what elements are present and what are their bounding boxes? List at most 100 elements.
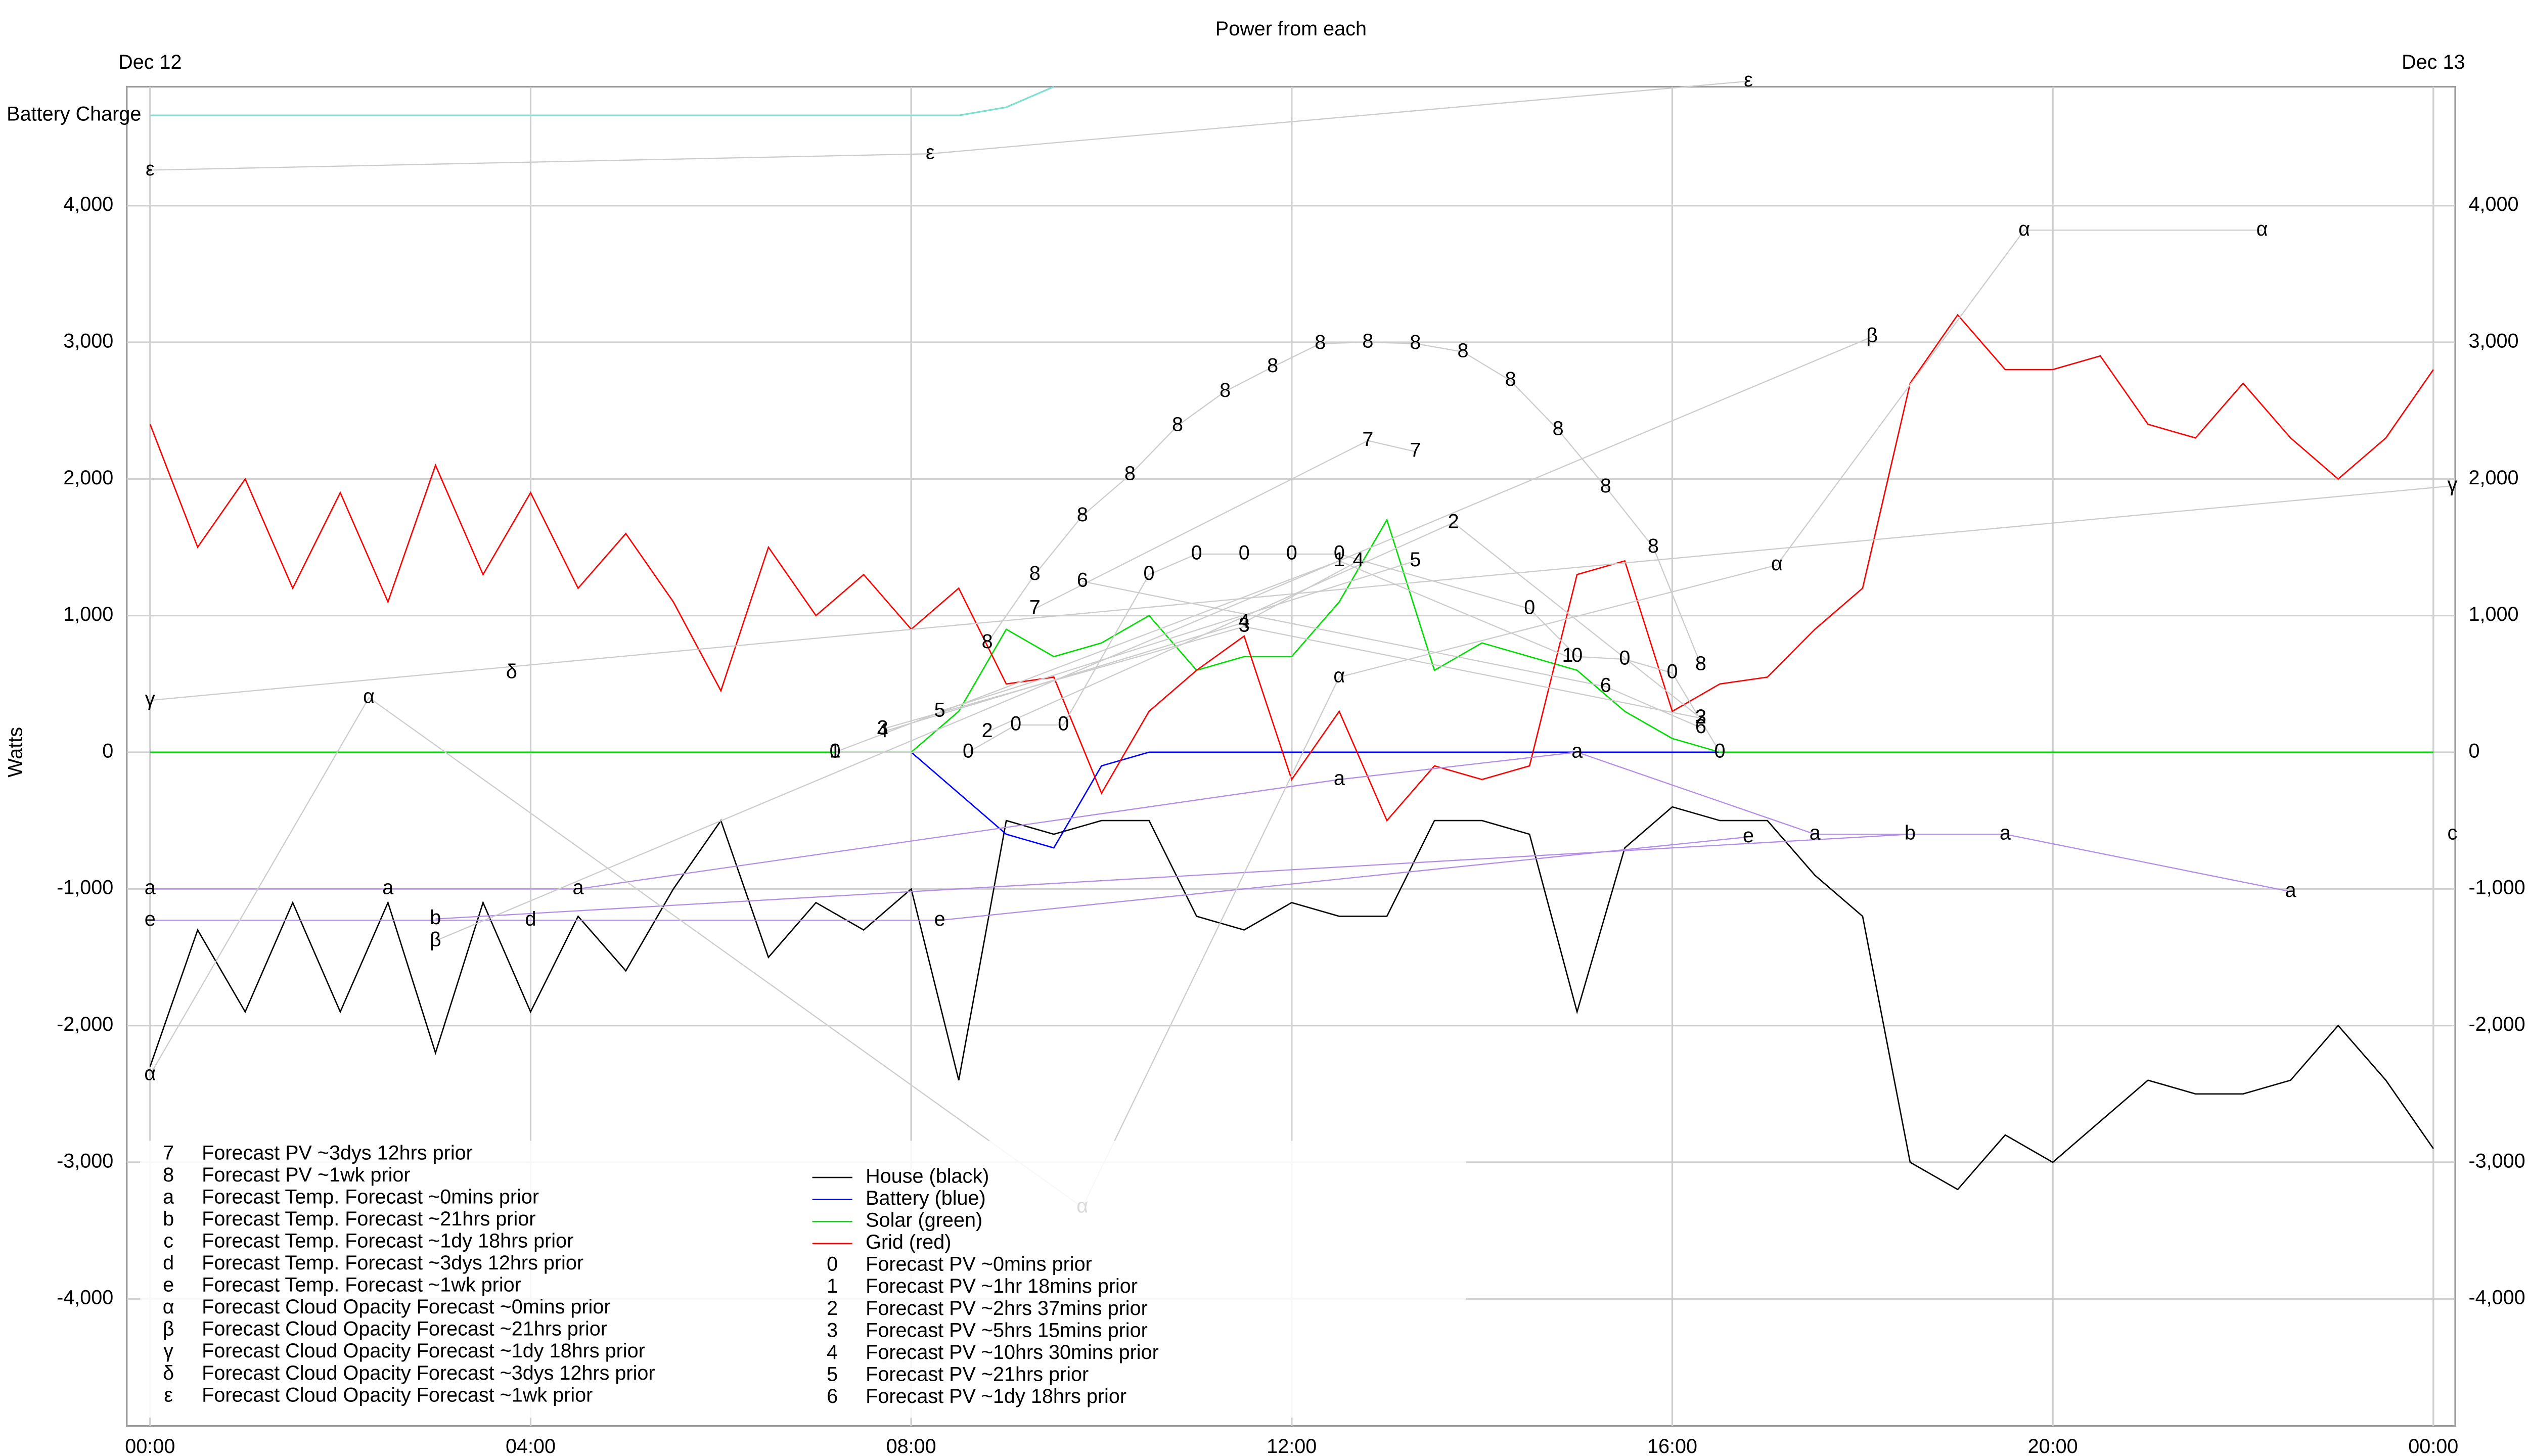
forecast-marker: 1 (1334, 549, 1345, 571)
y-tick-label: -4,000 (57, 1287, 113, 1309)
forecast-marker: 4 (877, 719, 888, 742)
legend-marker: 3 (827, 1319, 838, 1341)
y-tick-label: -1,000 (57, 877, 113, 899)
forecast-marker: a (573, 877, 584, 899)
forecast-marker: 0 (1334, 541, 1345, 564)
forecast-marker: 0 (1666, 661, 1678, 683)
forecast-marker: 2 (982, 719, 993, 742)
legend-label: Forecast PV ~1wk prior (202, 1164, 410, 1186)
forecast-marker: 0 (1571, 644, 1583, 666)
forecast-marker: 1 (1562, 644, 1573, 666)
forecast-marker: 8 (1410, 331, 1421, 353)
forecast-marker: a (1334, 767, 1345, 789)
forecast-marker: 8 (1553, 417, 1564, 439)
forecast-marker: 8 (1648, 535, 1659, 557)
forecast-marker: 8 (1124, 463, 1136, 485)
legend-label: Forecast Cloud Opacity Forecast ~1dy 18h… (202, 1340, 645, 1362)
y-tick-label: 4,000 (63, 193, 113, 215)
battery-charge-label: Battery Charge (7, 103, 141, 125)
forecast-marker: 7 (1410, 439, 1421, 462)
forecast-marker: a (145, 877, 156, 899)
forecast-marker: 5 (1410, 549, 1421, 571)
forecast-marker: β (1866, 325, 1878, 347)
forecast-line (835, 553, 1721, 753)
forecast-marker: 0 (963, 740, 974, 762)
y2-tick-label: -2,000 (2468, 1013, 2525, 1035)
x-tick-label: 12:00 (1267, 1435, 1317, 1456)
forecast-marker: 0 (1714, 740, 1726, 762)
legend-marker: α (163, 1296, 174, 1318)
legend-marker: e (163, 1274, 174, 1296)
legend-marker: 8 (163, 1164, 174, 1186)
forecast-marker: γ (145, 688, 155, 710)
legend-marker: c (163, 1230, 173, 1252)
legend-box (140, 1141, 1466, 1418)
date-label: Dec 12 (118, 51, 182, 73)
y2-tick-label: -1,000 (2468, 877, 2525, 899)
series-line (149, 806, 2434, 1191)
forecast-marker: 2 (1448, 510, 1459, 532)
forecast-marker: 8 (1362, 330, 1373, 352)
forecast-marker: α (2256, 218, 2268, 240)
forecast-marker: a (2285, 879, 2297, 901)
legend-label: House (black) (866, 1165, 989, 1188)
legend-label: Forecast Temp. Forecast ~1dy 18hrs prior (202, 1230, 573, 1252)
legend-marker: 2 (827, 1297, 838, 1320)
date-label: Dec 13 (2402, 51, 2465, 73)
forecast-marker: 6 (1077, 569, 1088, 592)
forecast-line (435, 336, 1873, 942)
legend-marker: d (163, 1252, 174, 1274)
y2-tick-label: 3,000 (2468, 330, 2518, 352)
forecast-marker: γ (2448, 473, 2458, 495)
forecast-marker: 3 (1239, 614, 1250, 636)
forecast-line (1082, 580, 1701, 729)
legend-label: Forecast Temp. Forecast ~3dys 12hrs prio… (202, 1252, 583, 1274)
forecast-marker: 0 (830, 740, 841, 762)
forecast-marker: α (144, 1062, 156, 1084)
forecast-marker: 0 (1619, 647, 1630, 669)
forecast-marker: α (1771, 553, 1783, 575)
forecast-line (882, 560, 1359, 733)
battery-charge-line (150, 86, 1054, 116)
forecast-line (150, 485, 2453, 701)
forecast-marker: 8 (1695, 652, 1706, 674)
forecast-marker: α (363, 685, 375, 707)
forecast-marker: 8 (1600, 475, 1611, 497)
forecast-marker: α (1333, 665, 1345, 687)
forecast-line (150, 751, 2291, 892)
series-layer (149, 80, 2453, 1208)
forecast-line (149, 230, 2263, 1208)
x-tick-label: 20:00 (2028, 1435, 2078, 1456)
forecast-marker: b (1905, 822, 1916, 844)
forecast-marker: 8 (1077, 504, 1088, 526)
forecast-marker: α (2018, 218, 2030, 240)
legend-label: Forecast Temp. Forecast ~0mins prior (202, 1186, 539, 1208)
forecast-marker: 0 (1010, 712, 1021, 735)
forecast-marker: 3 (877, 716, 888, 739)
forecast-marker: a (382, 877, 394, 899)
legend-marker: 5 (827, 1363, 838, 1385)
forecast-marker: 0 (1191, 541, 1202, 564)
legend-marker: ε (164, 1384, 173, 1406)
forecast-marker: 8 (1220, 379, 1231, 401)
forecast-marker: ε (1744, 69, 1753, 91)
legend-marker: δ (163, 1362, 174, 1384)
legend-label: Battery (blue) (866, 1187, 986, 1209)
legend-label: Forecast PV ~21hrs prior (866, 1363, 1089, 1385)
forecast-marker: 0 (1239, 541, 1250, 564)
x-tick-label: 00:00 (2408, 1435, 2458, 1456)
forecast-marker: 0 (1144, 562, 1155, 584)
forecast-marker: a (1571, 740, 1583, 762)
y-tick-label: -2,000 (57, 1013, 113, 1035)
legend-label: Forecast Temp. Forecast ~21hrs prior (202, 1208, 535, 1230)
forecast-marker: 8 (1267, 354, 1278, 377)
series-line (150, 518, 2433, 753)
forecast-marker: 7 (1029, 597, 1041, 619)
x-tick-label: 00:00 (125, 1435, 175, 1456)
forecast-marker: 4 (1239, 610, 1250, 632)
legend-label: Solar (green) (866, 1209, 982, 1232)
y-tick-label: 2,000 (63, 467, 113, 489)
forecast-marker: 8 (1029, 562, 1041, 584)
legend-label: Forecast PV ~1dy 18hrs prior (866, 1385, 1126, 1407)
